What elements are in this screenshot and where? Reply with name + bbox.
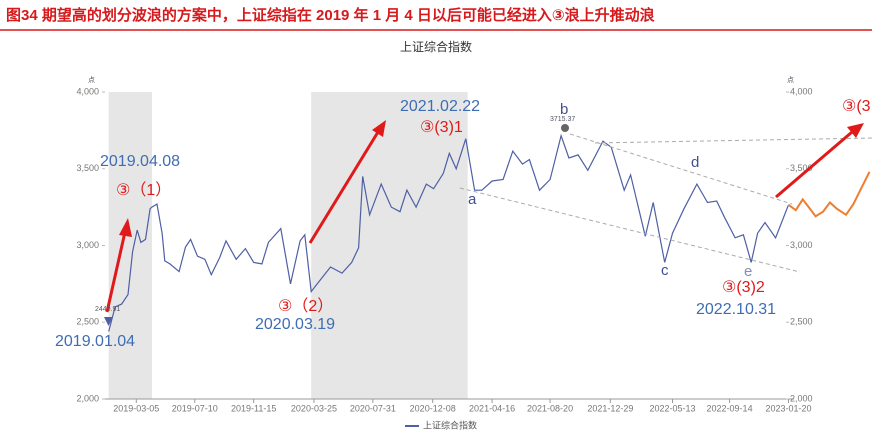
annotation: ③（1） xyxy=(116,181,171,199)
annotation: 2019.04.08 xyxy=(100,153,180,170)
x-tick-label: 2021-12-29 xyxy=(587,403,633,413)
y2-tick-label: 2,000 xyxy=(790,393,813,403)
x-tick-label: 2021-08-20 xyxy=(527,403,573,413)
arrow xyxy=(105,231,127,313)
annotation: 2440.91 xyxy=(95,306,120,313)
annotation: ③(3)2 xyxy=(722,279,765,296)
annotation: ③(3 xyxy=(842,98,871,115)
x-tick-label: 2020-07-31 xyxy=(350,403,396,413)
arrow-head xyxy=(372,120,386,137)
y2-tick-label: 2,500 xyxy=(790,317,813,327)
low-marker xyxy=(104,317,113,326)
annotation: e xyxy=(744,263,752,280)
series-line xyxy=(108,133,790,332)
legend-label: 上证综合指数 xyxy=(423,419,477,430)
spans xyxy=(108,92,468,399)
annotation: 2022.10.31 xyxy=(696,301,776,318)
channel-line xyxy=(459,187,801,273)
annotation: b xyxy=(560,101,568,118)
y-tick-label: 2,000 xyxy=(76,393,99,403)
annotation: 2021.02.22 xyxy=(400,98,480,115)
y-tick-label: 2,500 xyxy=(76,317,99,327)
y2-tick-label: 3,000 xyxy=(790,240,813,250)
y2-tick-label: 3,500 xyxy=(790,163,813,173)
y2-tick-label: 4,000 xyxy=(790,86,813,96)
y-tick-label: 4,000 xyxy=(76,86,99,96)
x-tick-label: 2021-04-16 xyxy=(469,403,515,413)
x-tick-label: 2019-11-15 xyxy=(231,403,276,413)
y-unit: 点 xyxy=(88,76,95,84)
chart-title: 图34 期望高的划分波浪的方案中，上证综指在 2019 年 1 月 4 日以后可… xyxy=(6,6,655,24)
annotation: 2019.01.04 xyxy=(55,333,135,350)
arrow-head xyxy=(119,218,132,237)
x-tick-label: 2019-03-05 xyxy=(113,403,159,413)
series-line xyxy=(787,171,871,218)
shaded-span xyxy=(108,92,152,399)
arrow-head xyxy=(847,123,864,138)
channel-line xyxy=(594,137,872,144)
annotation: 3715.37 xyxy=(550,116,575,123)
annotation: a xyxy=(468,191,477,208)
channel-line xyxy=(569,133,793,205)
annotation: ③(3)1 xyxy=(420,119,463,136)
x-tick-label: 2020-12-08 xyxy=(410,403,456,413)
x-tick-label: 2019-07-10 xyxy=(172,403,218,413)
high-marker xyxy=(561,124,569,132)
annotation: d xyxy=(691,154,699,171)
annotation: 2020.03.19 xyxy=(255,316,335,333)
arrow xyxy=(308,131,380,244)
plot: 2,000 2,500 3,000 3,500 4,000 2,000 2,500 3,000… xyxy=(76,86,871,413)
annotation: c xyxy=(661,262,669,279)
arrows xyxy=(105,120,864,313)
shaded-span xyxy=(311,92,468,399)
x-tick-label: 2022-05-13 xyxy=(649,403,695,413)
chart-subtitle: 上证综合指数 xyxy=(400,39,472,54)
y2-unit: 点 xyxy=(787,76,794,84)
y-tick-label: 3,000 xyxy=(76,240,99,250)
y-tick-label: 3,500 xyxy=(76,163,99,173)
annotation: ③（2） xyxy=(278,297,333,315)
channel-lines xyxy=(459,133,872,273)
x-tick-label: 2020-03-25 xyxy=(291,403,337,413)
x-tick-label: 2022-09-14 xyxy=(707,403,753,413)
x-tick-label: 2023-01-20 xyxy=(765,403,811,413)
arrow xyxy=(775,130,853,199)
